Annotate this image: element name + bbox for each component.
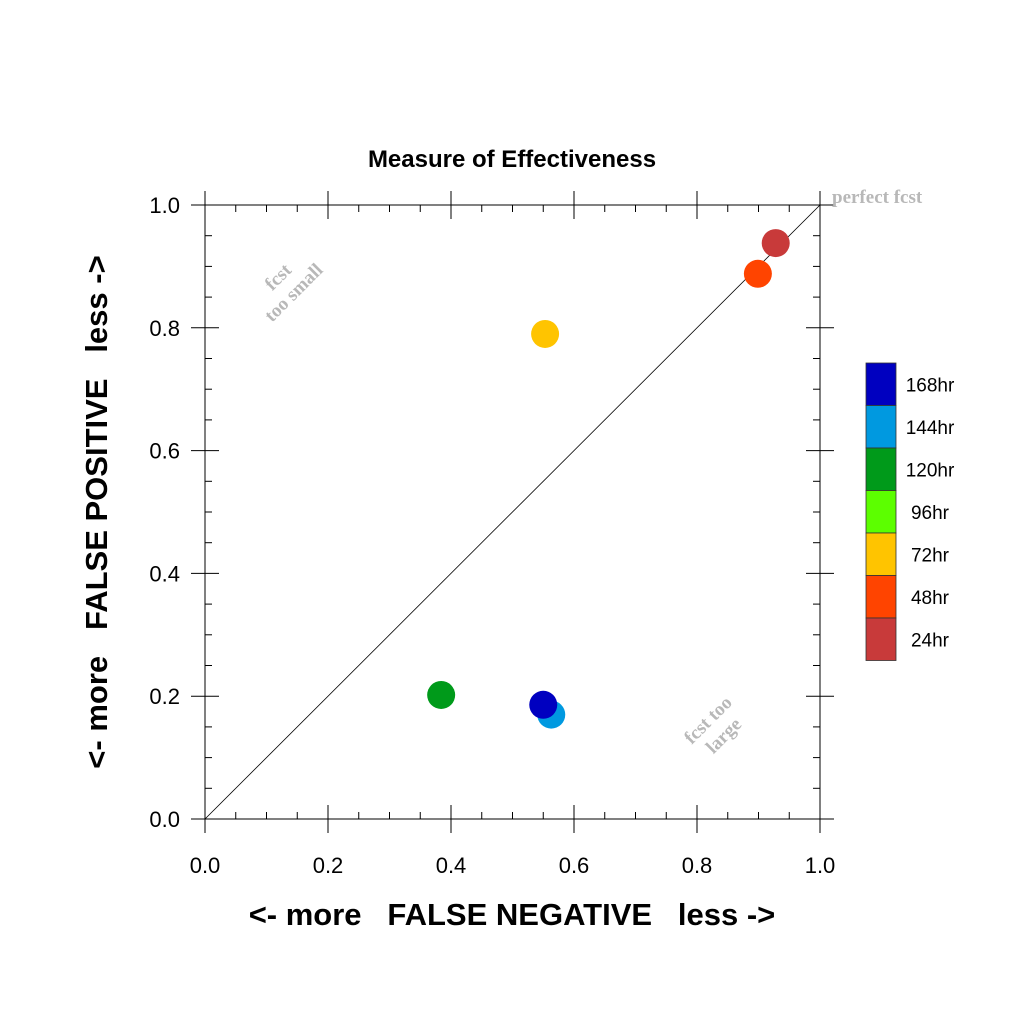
legend-label-168hr: 168hr: [906, 375, 955, 396]
point-48hr: [743, 259, 772, 288]
legend-label-96hr: 96hr: [911, 503, 950, 524]
perfect-forecast-annotation: perfect fcst: [832, 187, 923, 208]
legend-swatch-96hr: [865, 490, 897, 534]
point-120hr: [427, 680, 456, 709]
x-tick-label: 0.4: [436, 853, 467, 878]
legend-label-144hr: 144hr: [906, 418, 955, 439]
legend-swatch-144hr: [865, 405, 897, 449]
x-tick-label: 0.8: [682, 853, 713, 878]
legend-label-48hr: 48hr: [911, 588, 950, 609]
y-axis-label: <- more FALSE POSITIVE less ->: [79, 255, 114, 768]
y-tick-label: 0.4: [149, 561, 180, 586]
legend: 168hr 144hr 120hr 96hr 72hr 48hr 24hr: [865, 362, 955, 661]
x-tick-label: 0.2: [313, 853, 344, 878]
legend-swatch-120hr: [865, 447, 897, 491]
x-tick-labels: 0.0 0.2 0.4 0.6 0.8 1.0: [190, 853, 836, 878]
legend-swatch-72hr: [865, 532, 897, 576]
y-tick-label: 1.0: [149, 193, 180, 218]
legend-label-120hr: 120hr: [906, 460, 955, 481]
point-72hr: [531, 319, 560, 348]
y-tick-label: 0.0: [149, 807, 180, 832]
x-tick-label: 1.0: [805, 853, 836, 878]
too-large-annotation: fcst too large: [680, 692, 746, 758]
point-24hr: [761, 229, 790, 258]
x-tick-label: 0.6: [559, 853, 590, 878]
legend-label-24hr: 24hr: [911, 630, 950, 651]
too-small-annotation: fcst too small: [261, 259, 328, 326]
legend-label-72hr: 72hr: [911, 545, 950, 566]
y-tick-label: 0.6: [149, 439, 180, 464]
point-168hr: [529, 690, 558, 719]
data-points: [427, 229, 790, 729]
y-tick-labels: 0.0 0.2 0.4 0.6 0.8 1.0: [149, 193, 180, 832]
y-tick-label: 0.8: [149, 316, 180, 341]
chart-title: Measure of Effectiveness: [368, 146, 656, 173]
perfect-forecast-diagonal: [204, 204, 821, 820]
x-tick-label: 0.0: [190, 853, 221, 878]
legend-swatch-24hr: [865, 617, 897, 661]
y-tick-label: 0.2: [149, 684, 180, 709]
axis-ticks: [191, 191, 834, 833]
legend-swatch-168hr: [865, 362, 897, 406]
x-axis-label: <- more FALSE NEGATIVE less ->: [249, 897, 776, 932]
legend-swatch-48hr: [865, 575, 897, 619]
